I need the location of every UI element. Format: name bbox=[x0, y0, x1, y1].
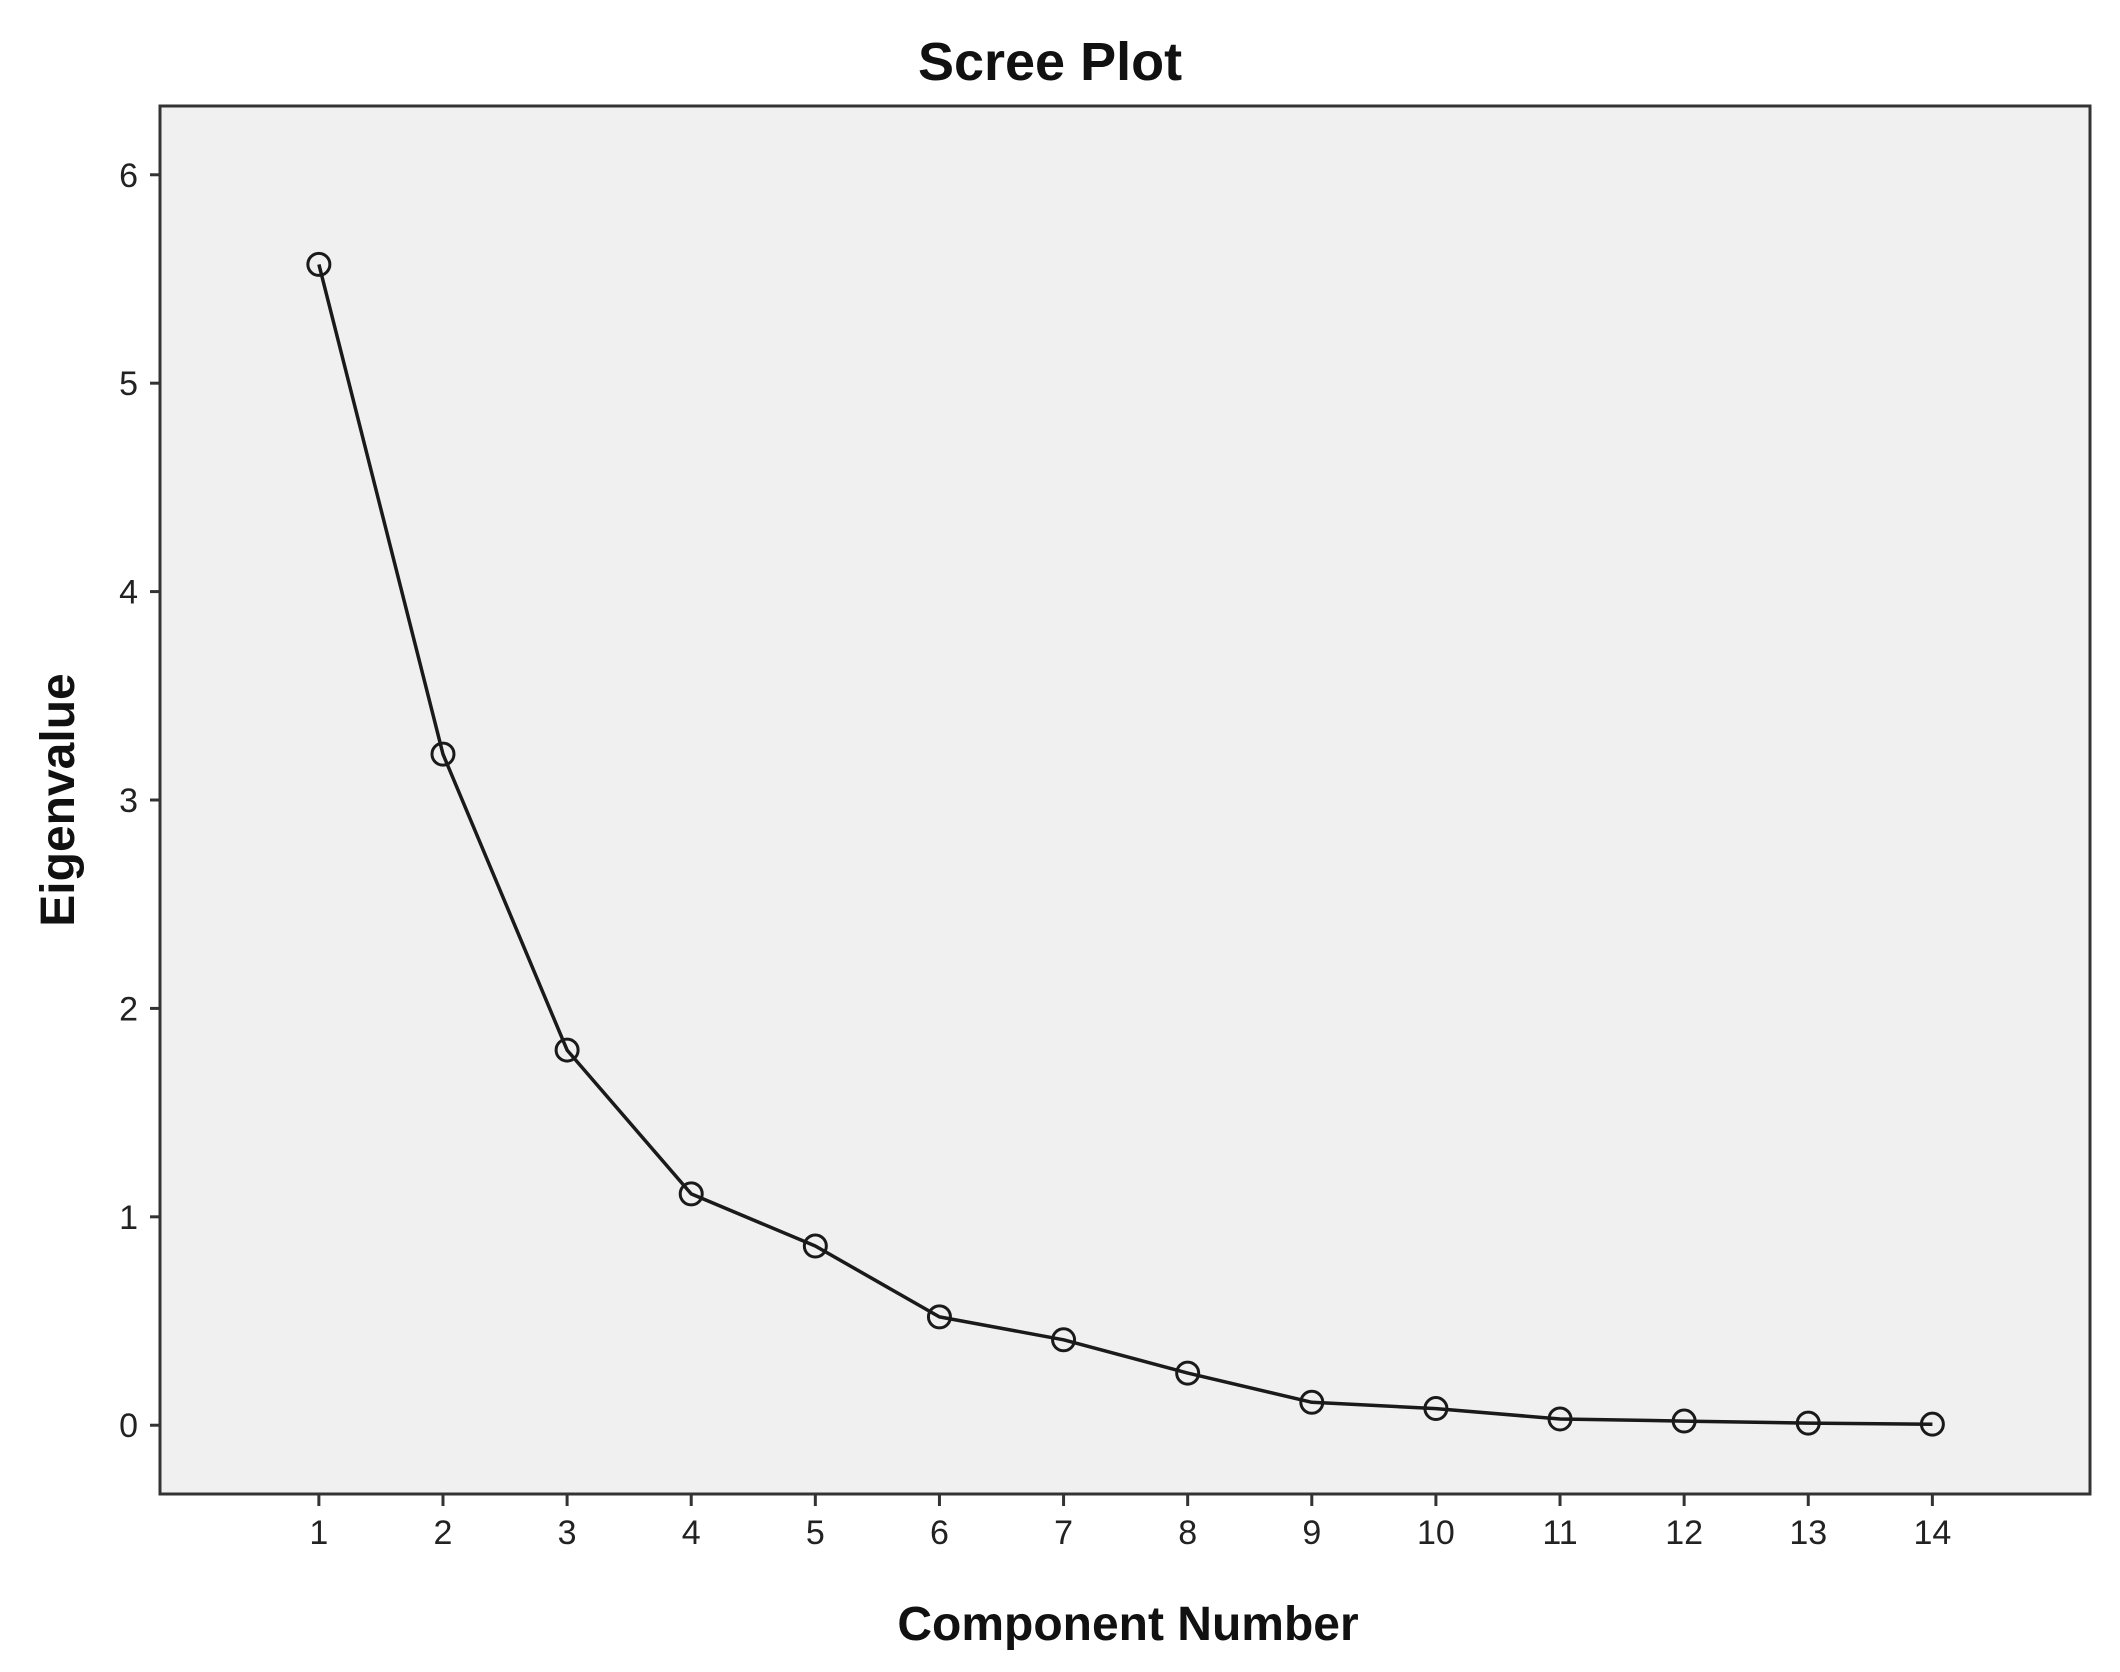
data-point-11 bbox=[1547, 1406, 1573, 1432]
y-axis-label: Eigenvalue bbox=[32, 673, 85, 926]
x-tick-label-2: 2 bbox=[434, 1514, 453, 1552]
y-tick-label-0: 0 bbox=[119, 1407, 138, 1445]
plot-area bbox=[158, 104, 2092, 1496]
data-point-7 bbox=[1051, 1327, 1077, 1353]
data-point-8 bbox=[1175, 1360, 1201, 1386]
y-tick-label-3: 3 bbox=[119, 782, 138, 820]
x-tick-label-12: 12 bbox=[1665, 1514, 1703, 1552]
y-tick-label-6: 6 bbox=[119, 157, 138, 195]
x-tick-label-7: 7 bbox=[1054, 1514, 1073, 1552]
x-tick-label-9: 9 bbox=[1302, 1514, 1321, 1552]
data-point-3 bbox=[554, 1037, 580, 1063]
chart-title: Scree Plot bbox=[918, 32, 1182, 92]
x-tick-label-5: 5 bbox=[806, 1514, 825, 1552]
x-tick-label-6: 6 bbox=[930, 1514, 949, 1552]
data-point-1 bbox=[306, 251, 332, 277]
data-point-13 bbox=[1795, 1410, 1821, 1436]
x-tick-label-8: 8 bbox=[1178, 1514, 1197, 1552]
data-point-6 bbox=[926, 1304, 952, 1330]
data-point-10 bbox=[1423, 1396, 1449, 1422]
data-point-2 bbox=[430, 741, 456, 767]
x-tick-label-1: 1 bbox=[309, 1514, 328, 1552]
y-tick-label-5: 5 bbox=[119, 365, 138, 403]
y-tick-label-2: 2 bbox=[119, 990, 138, 1028]
y-axis-ticks: 0 1 2 3 4 5 6 bbox=[119, 157, 160, 1445]
data-points bbox=[306, 251, 1945, 1437]
x-tick-label-4: 4 bbox=[682, 1514, 701, 1552]
data-point-14 bbox=[1919, 1411, 1945, 1437]
y-tick-label-4: 4 bbox=[119, 574, 138, 612]
data-point-9 bbox=[1299, 1389, 1325, 1415]
x-axis-label: Component Number bbox=[897, 1598, 1358, 1651]
data-point-5 bbox=[802, 1233, 828, 1259]
x-axis-ticks: 1 2 3 4 5 6 7 8 9 10 11 12 13 14 bbox=[309, 1494, 1951, 1552]
data-point-4 bbox=[678, 1181, 704, 1207]
y-tick-label-1: 1 bbox=[119, 1199, 138, 1237]
x-tick-label-14: 14 bbox=[1913, 1514, 1951, 1552]
x-tick-label-10: 10 bbox=[1417, 1514, 1455, 1552]
x-tick-label-3: 3 bbox=[558, 1514, 577, 1552]
eigenvalue-series-line bbox=[317, 263, 1933, 1426]
x-tick-label-13: 13 bbox=[1789, 1514, 1827, 1552]
data-point-12 bbox=[1671, 1408, 1697, 1434]
x-tick-label-11: 11 bbox=[1542, 1514, 1577, 1552]
